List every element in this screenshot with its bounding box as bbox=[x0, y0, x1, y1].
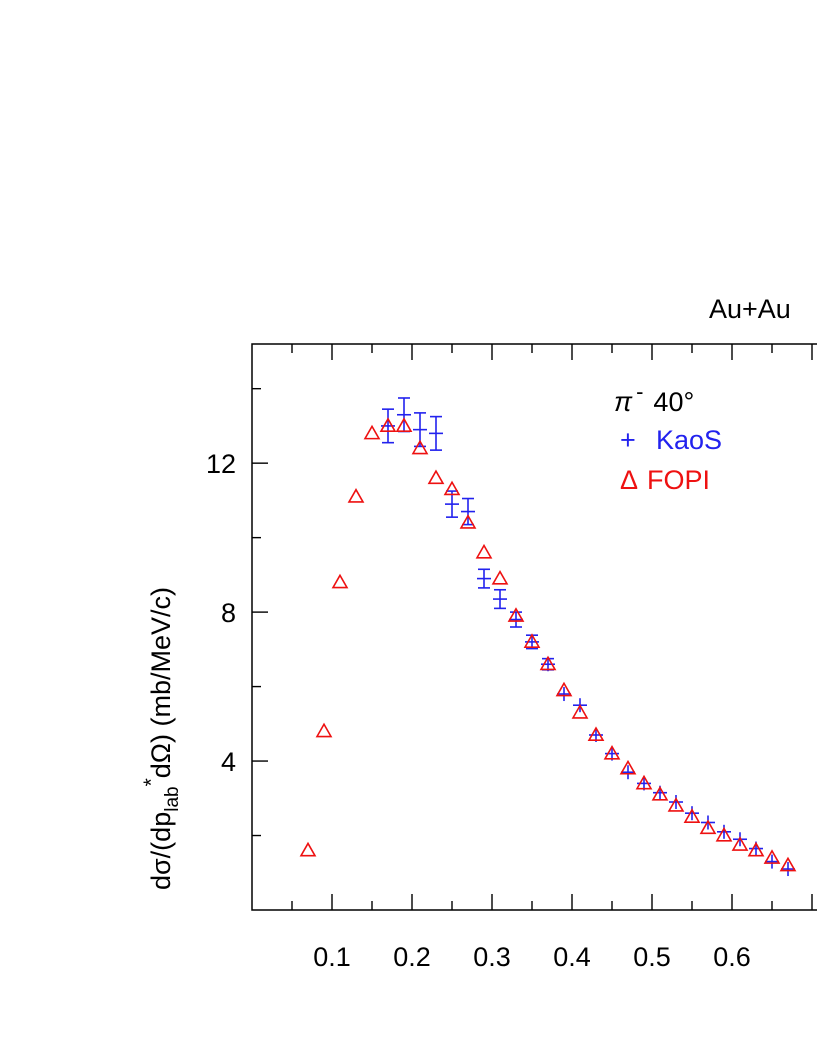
legend-kaos-label: KaoS bbox=[656, 425, 722, 455]
plot-frame bbox=[251, 343, 817, 911]
fopi-point bbox=[779, 856, 797, 872]
fopi-point bbox=[763, 849, 781, 864]
kaos-point bbox=[477, 568, 491, 589]
series-fopi bbox=[299, 417, 797, 872]
fopi-point bbox=[699, 819, 717, 835]
fopi-point bbox=[747, 841, 765, 857]
kaos-point bbox=[461, 497, 475, 526]
fopi-point bbox=[635, 774, 653, 790]
x-tick-label: 0.1 bbox=[313, 942, 351, 972]
legend: π -40° + KaoS Δ FOPI bbox=[614, 379, 722, 495]
legend-fopi-symbol: Δ bbox=[620, 465, 638, 495]
fopi-point bbox=[715, 826, 733, 842]
x-tick-label: 0.2 bbox=[393, 942, 431, 972]
fopi-point bbox=[459, 514, 477, 529]
fopi-point bbox=[443, 480, 461, 496]
x-tick-label: 0.6 bbox=[713, 942, 751, 972]
legend-annotation: π -40° bbox=[614, 379, 694, 417]
fopi-point bbox=[555, 681, 573, 697]
x-tick-label: 0.5 bbox=[633, 942, 671, 972]
y-tick-label: 8 bbox=[221, 598, 236, 628]
y-tick-label: 4 bbox=[221, 747, 236, 777]
fopi-point bbox=[427, 469, 445, 485]
y-tick-label: 12 bbox=[206, 449, 236, 479]
series-kaos bbox=[381, 397, 795, 877]
fopi-point bbox=[667, 797, 685, 812]
fopi-point bbox=[587, 726, 605, 742]
fopi-point bbox=[603, 744, 621, 760]
y-axis-label: dσ/(dplab*dΩ) (mb/MeV/c) bbox=[140, 587, 183, 890]
fopi-point bbox=[539, 655, 557, 671]
kaos-point bbox=[621, 765, 635, 780]
kaos-point bbox=[493, 588, 507, 610]
fopi-point bbox=[331, 573, 349, 589]
fopi-point bbox=[619, 759, 637, 775]
fopi-point bbox=[411, 439, 429, 455]
fopi-point bbox=[347, 488, 365, 503]
kaos-point bbox=[445, 490, 459, 518]
fopi-point bbox=[475, 543, 493, 559]
fopi-point bbox=[491, 569, 509, 585]
fopi-point bbox=[507, 607, 525, 622]
fopi-point bbox=[363, 424, 381, 440]
kaos-point bbox=[429, 415, 443, 451]
fopi-point bbox=[299, 841, 317, 857]
x-axis: 0.1 0.2 0.3 0.4 0.5 0.6 bbox=[291, 344, 813, 972]
fopi-point bbox=[651, 785, 669, 801]
plot-border bbox=[251, 343, 817, 911]
kaos-point bbox=[557, 687, 571, 702]
fopi-point bbox=[571, 704, 589, 719]
legend-kaos-symbol: + bbox=[620, 425, 636, 455]
fopi-point bbox=[683, 808, 701, 823]
y-axis: 4 8 12 bbox=[206, 387, 268, 837]
legend-fopi-label: FOPI bbox=[647, 465, 710, 495]
fopi-point bbox=[523, 633, 541, 648]
kaos-point bbox=[781, 862, 795, 877]
kaos-point bbox=[509, 611, 523, 628]
kaos-point bbox=[765, 854, 779, 869]
fopi-point bbox=[395, 417, 413, 432]
chart-title: Au+Au bbox=[709, 294, 791, 324]
fopi-point bbox=[731, 836, 749, 851]
fopi-point bbox=[379, 417, 397, 432]
fopi-point bbox=[315, 722, 333, 738]
x-tick-label: 0.4 bbox=[553, 942, 591, 972]
x-tick-label: 0.3 bbox=[473, 942, 511, 972]
